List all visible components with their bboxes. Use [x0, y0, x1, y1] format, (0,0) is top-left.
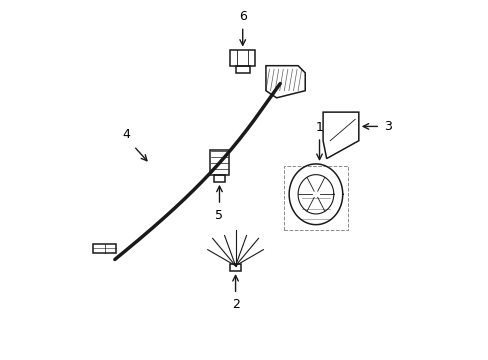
Text: 4: 4: [122, 128, 130, 141]
Text: 2: 2: [231, 298, 239, 311]
Text: 6: 6: [238, 10, 246, 23]
Text: 5: 5: [215, 208, 223, 221]
Text: 3: 3: [383, 120, 391, 133]
Text: 1: 1: [315, 121, 323, 134]
